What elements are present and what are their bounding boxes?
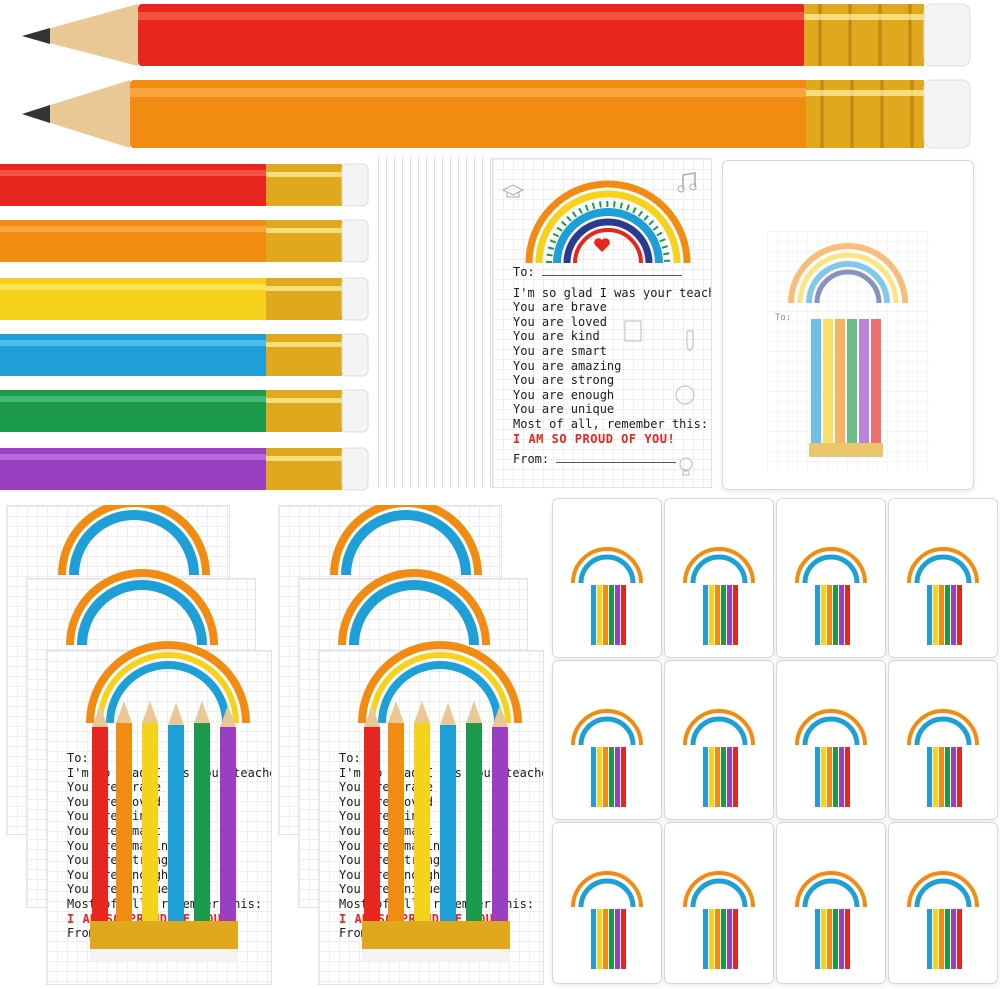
heart-icon [594,238,610,252]
card-line: You are kind [339,809,426,824]
pencil-red [0,163,369,207]
organza-bag-small [888,498,998,658]
pencil-orange [0,219,369,263]
card-line: You are amazing [513,358,622,373]
pencil-blue [0,333,369,377]
lightbulb-icon [679,457,693,476]
card-line: You are unique [513,402,615,417]
card-line: You are loved [67,794,161,809]
organza-bag-small [552,822,662,984]
large-pencil-red [22,3,971,67]
music-note-icon [677,172,697,193]
organza-bag-large: To: [722,160,974,490]
from-label: From: [513,452,550,467]
to-label: To: [339,751,361,765]
large-pencil-orange [22,79,971,149]
organza-bag-small [776,660,886,820]
bag-pencils [809,319,883,457]
rainbows-and-pencils-left [58,505,250,961]
organza-bag-small [776,498,886,658]
bag-card: To: [767,231,929,471]
card-line: You are smart [513,343,607,358]
pencil-set [362,701,510,961]
card-line: You are enough [513,387,615,402]
card-line: You are kind [513,329,600,344]
card-line: You are strong [513,373,615,388]
bag-card-to: To: [775,313,792,323]
card-line: I'm so glad I was your teacher [513,285,712,300]
pencil-icon [686,330,694,352]
card-line: Most of all, remember this: [67,896,263,911]
rainbow-icon [788,243,908,304]
pencil-green [0,389,369,433]
pencil-yellow [0,277,369,321]
card-line: You are loved [339,794,433,809]
organza-bag-small [776,822,886,984]
small-bag-grid [552,498,998,986]
pencil-set [90,701,238,961]
card-line: Most of all, remember this: [339,896,535,911]
rainbow-icon [330,505,522,724]
teacher-card-front: To: I'm so glad I was your teacher You a… [492,158,712,488]
card-line: You are kind [67,809,154,824]
globe-icon [675,385,695,405]
card-line: Most of all, remember this: [513,416,709,431]
organza-bag-small [552,660,662,820]
to-label: To: [67,751,89,765]
organza-bag-small [888,660,998,820]
organza-bag-small [664,822,774,984]
card-line: You are smart [339,823,433,838]
organza-bag-small [664,660,774,820]
organza-bag-small [888,822,998,984]
graduation-cap-icon [501,184,525,198]
card-line: You are smart [67,823,161,838]
organza-bag-small [664,498,774,658]
card-line: You are brave [339,780,433,795]
organza-bag-small [552,498,662,658]
card-line: You are loved [513,314,607,329]
rainbow-icon [525,180,691,264]
card-message: To: I'm so glad I was your teacher You a… [513,265,712,467]
large-pencils [22,3,971,149]
medium-pencils [0,163,369,491]
card-line: You are brave [67,780,161,795]
card-line: You are brave [513,300,607,315]
abc-book-icon [624,320,642,342]
rainbows-and-pencils-right [330,505,522,961]
rainbow-icon [58,505,250,724]
card-stack [378,158,712,488]
pencil-purple [0,447,369,491]
proud-text: I AM SO PROUD OF YOU! [513,431,676,446]
to-label: To: [513,265,535,279]
